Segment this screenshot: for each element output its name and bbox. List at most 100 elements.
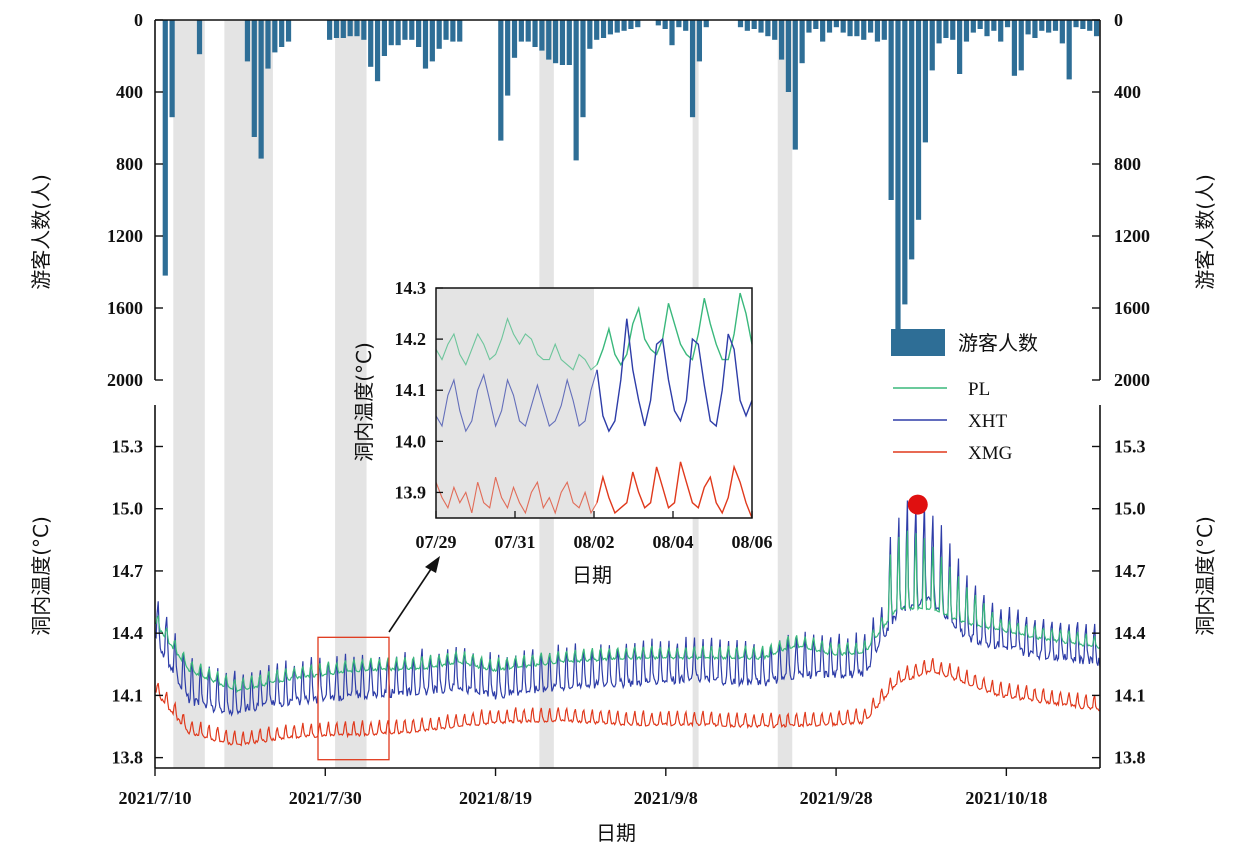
- visitor-bar: [991, 20, 997, 31]
- inset-line-pl-shaded: [435, 316, 598, 371]
- visitor-bar: [813, 20, 819, 29]
- top-y-axis-label-right: 游客人数(人): [1193, 174, 1217, 290]
- inset-y-tick-label: 13.9: [395, 482, 427, 502]
- visitor-bar: [950, 20, 956, 40]
- visitor-bar: [381, 20, 388, 56]
- inset-line-xht: [596, 318, 753, 433]
- legend-label-pl: PL: [968, 379, 990, 400]
- visitor-bar: [265, 20, 271, 69]
- inset-line-xht-shaded: [435, 369, 598, 433]
- visitor-bar: [374, 20, 381, 82]
- visitor-bar: [450, 20, 456, 42]
- top-tick-label-right: 400: [1114, 82, 1141, 102]
- inset-x-axis-label: 日期: [572, 563, 612, 587]
- bottom-tick-label-right: 14.4: [1114, 623, 1146, 643]
- visitor-bar: [909, 20, 915, 260]
- visitor-bar: [505, 20, 511, 96]
- inset-y-tick-label: 14.2: [395, 329, 427, 349]
- inset-y-axis-label: 洞内温度(°C): [352, 342, 376, 462]
- top-tick-label-right: 1600: [1114, 298, 1150, 318]
- visitor-bar: [272, 20, 278, 53]
- shaded-period-2: [335, 20, 367, 768]
- visitor-bar: [354, 20, 360, 37]
- visitor-bar: [1039, 20, 1045, 31]
- inset-lines: [435, 292, 753, 519]
- top-tick-label-right: 0: [1114, 10, 1123, 30]
- visitor-bar: [669, 20, 675, 46]
- top-tick-label-left: 800: [116, 154, 143, 174]
- visitor-bar: [888, 20, 894, 200]
- shaded-period-5: [777, 20, 793, 768]
- visitor-bar: [683, 20, 689, 31]
- top-tick-label-left: 2000: [107, 370, 143, 390]
- bottom-y-axis-label-right: 洞内温度(°C): [1193, 516, 1217, 636]
- x-tick-label: 2021/9/28: [800, 788, 873, 808]
- visitor-bar: [840, 20, 846, 33]
- inset-y-tick-label: 14.1: [395, 380, 427, 400]
- inset-line-xmg: [596, 461, 753, 519]
- visitor-bar: [196, 20, 203, 55]
- visitor-bar: [1093, 20, 1100, 37]
- visitor-bar: [1011, 20, 1018, 76]
- inset-chart: 13.9 14.0 14.1 14.2 14.3 07/29 07/31 08/02 08/04…: [352, 278, 773, 587]
- visitor-bar: [970, 20, 976, 33]
- top-tick-label-left: 1200: [107, 226, 143, 246]
- visitor-bar: [778, 20, 785, 60]
- inset-x-tick-label: 08/04: [652, 532, 693, 552]
- inset-x-tick-label: 07/31: [494, 532, 535, 552]
- visitor-bar: [676, 20, 682, 28]
- visitor-bar: [1032, 20, 1038, 38]
- visitor-bar: [957, 20, 963, 74]
- visitor-bar: [977, 20, 983, 29]
- visitor-bar: [854, 20, 860, 37]
- bottom-y-axis-label-left: 洞内温度(°C): [29, 516, 53, 636]
- top-tick-label-left: 400: [116, 82, 143, 102]
- annotations: [317, 494, 928, 761]
- inset-x-tick-label: 08/02: [573, 532, 614, 552]
- visitor-bar: [703, 20, 709, 28]
- legend-label-visitors: 游客人数: [958, 331, 1038, 355]
- visitor-bar: [1059, 20, 1065, 44]
- visitor-bar: [1004, 20, 1011, 28]
- visitor-bar: [662, 20, 668, 29]
- visitor-bar: [1046, 20, 1052, 33]
- visitor-bar: [874, 20, 881, 42]
- bottom-tick-label-left: 14.4: [112, 623, 144, 643]
- visitor-bar: [498, 20, 504, 141]
- visitor-bar: [279, 20, 285, 47]
- visitor-bar: [998, 20, 1004, 42]
- visitor-bar: [826, 20, 833, 33]
- visitor-bar: [1080, 20, 1086, 29]
- peak-marker: [907, 494, 928, 515]
- visitor-bar: [751, 20, 757, 29]
- visitor-bar: [546, 20, 552, 60]
- visitor-bar: [518, 20, 524, 42]
- visitor-bar: [772, 20, 778, 40]
- bottom-tick-label-right: 15.3: [1114, 436, 1146, 456]
- visitor-bar: [943, 20, 949, 38]
- inset-x-tick-label: 07/29: [415, 532, 456, 552]
- visitor-bar: [429, 20, 435, 62]
- x-axis-label: 日期: [596, 821, 636, 845]
- visitor-bar: [251, 20, 257, 137]
- visitor-bar: [169, 20, 175, 118]
- top-tick-label-right: 800: [1114, 154, 1141, 174]
- inset-ticks: 13.9 14.0 14.1 14.2 14.3 07/29 07/31 08/02 08/04…: [395, 278, 773, 552]
- inset-y-tick-label: 14.3: [395, 278, 427, 298]
- visitor-bar: [744, 20, 750, 31]
- legend-swatch-visitors: [891, 329, 945, 356]
- visitor-bar: [881, 20, 887, 40]
- visitor-bar: [758, 20, 764, 33]
- visitor-bar: [737, 20, 744, 28]
- visitor-bar: [984, 20, 990, 37]
- visitor-bar: [799, 20, 805, 64]
- visitor-bar: [361, 20, 367, 40]
- visitor-bar: [532, 20, 538, 47]
- inset-line-xmg-shaded: [435, 476, 598, 515]
- visitor-bar: [655, 20, 661, 26]
- visitor-bar: [594, 20, 600, 40]
- visitor-bar: [422, 20, 429, 69]
- visitor-bar: [552, 20, 559, 64]
- x-tick-label: 2021/7/30: [289, 788, 362, 808]
